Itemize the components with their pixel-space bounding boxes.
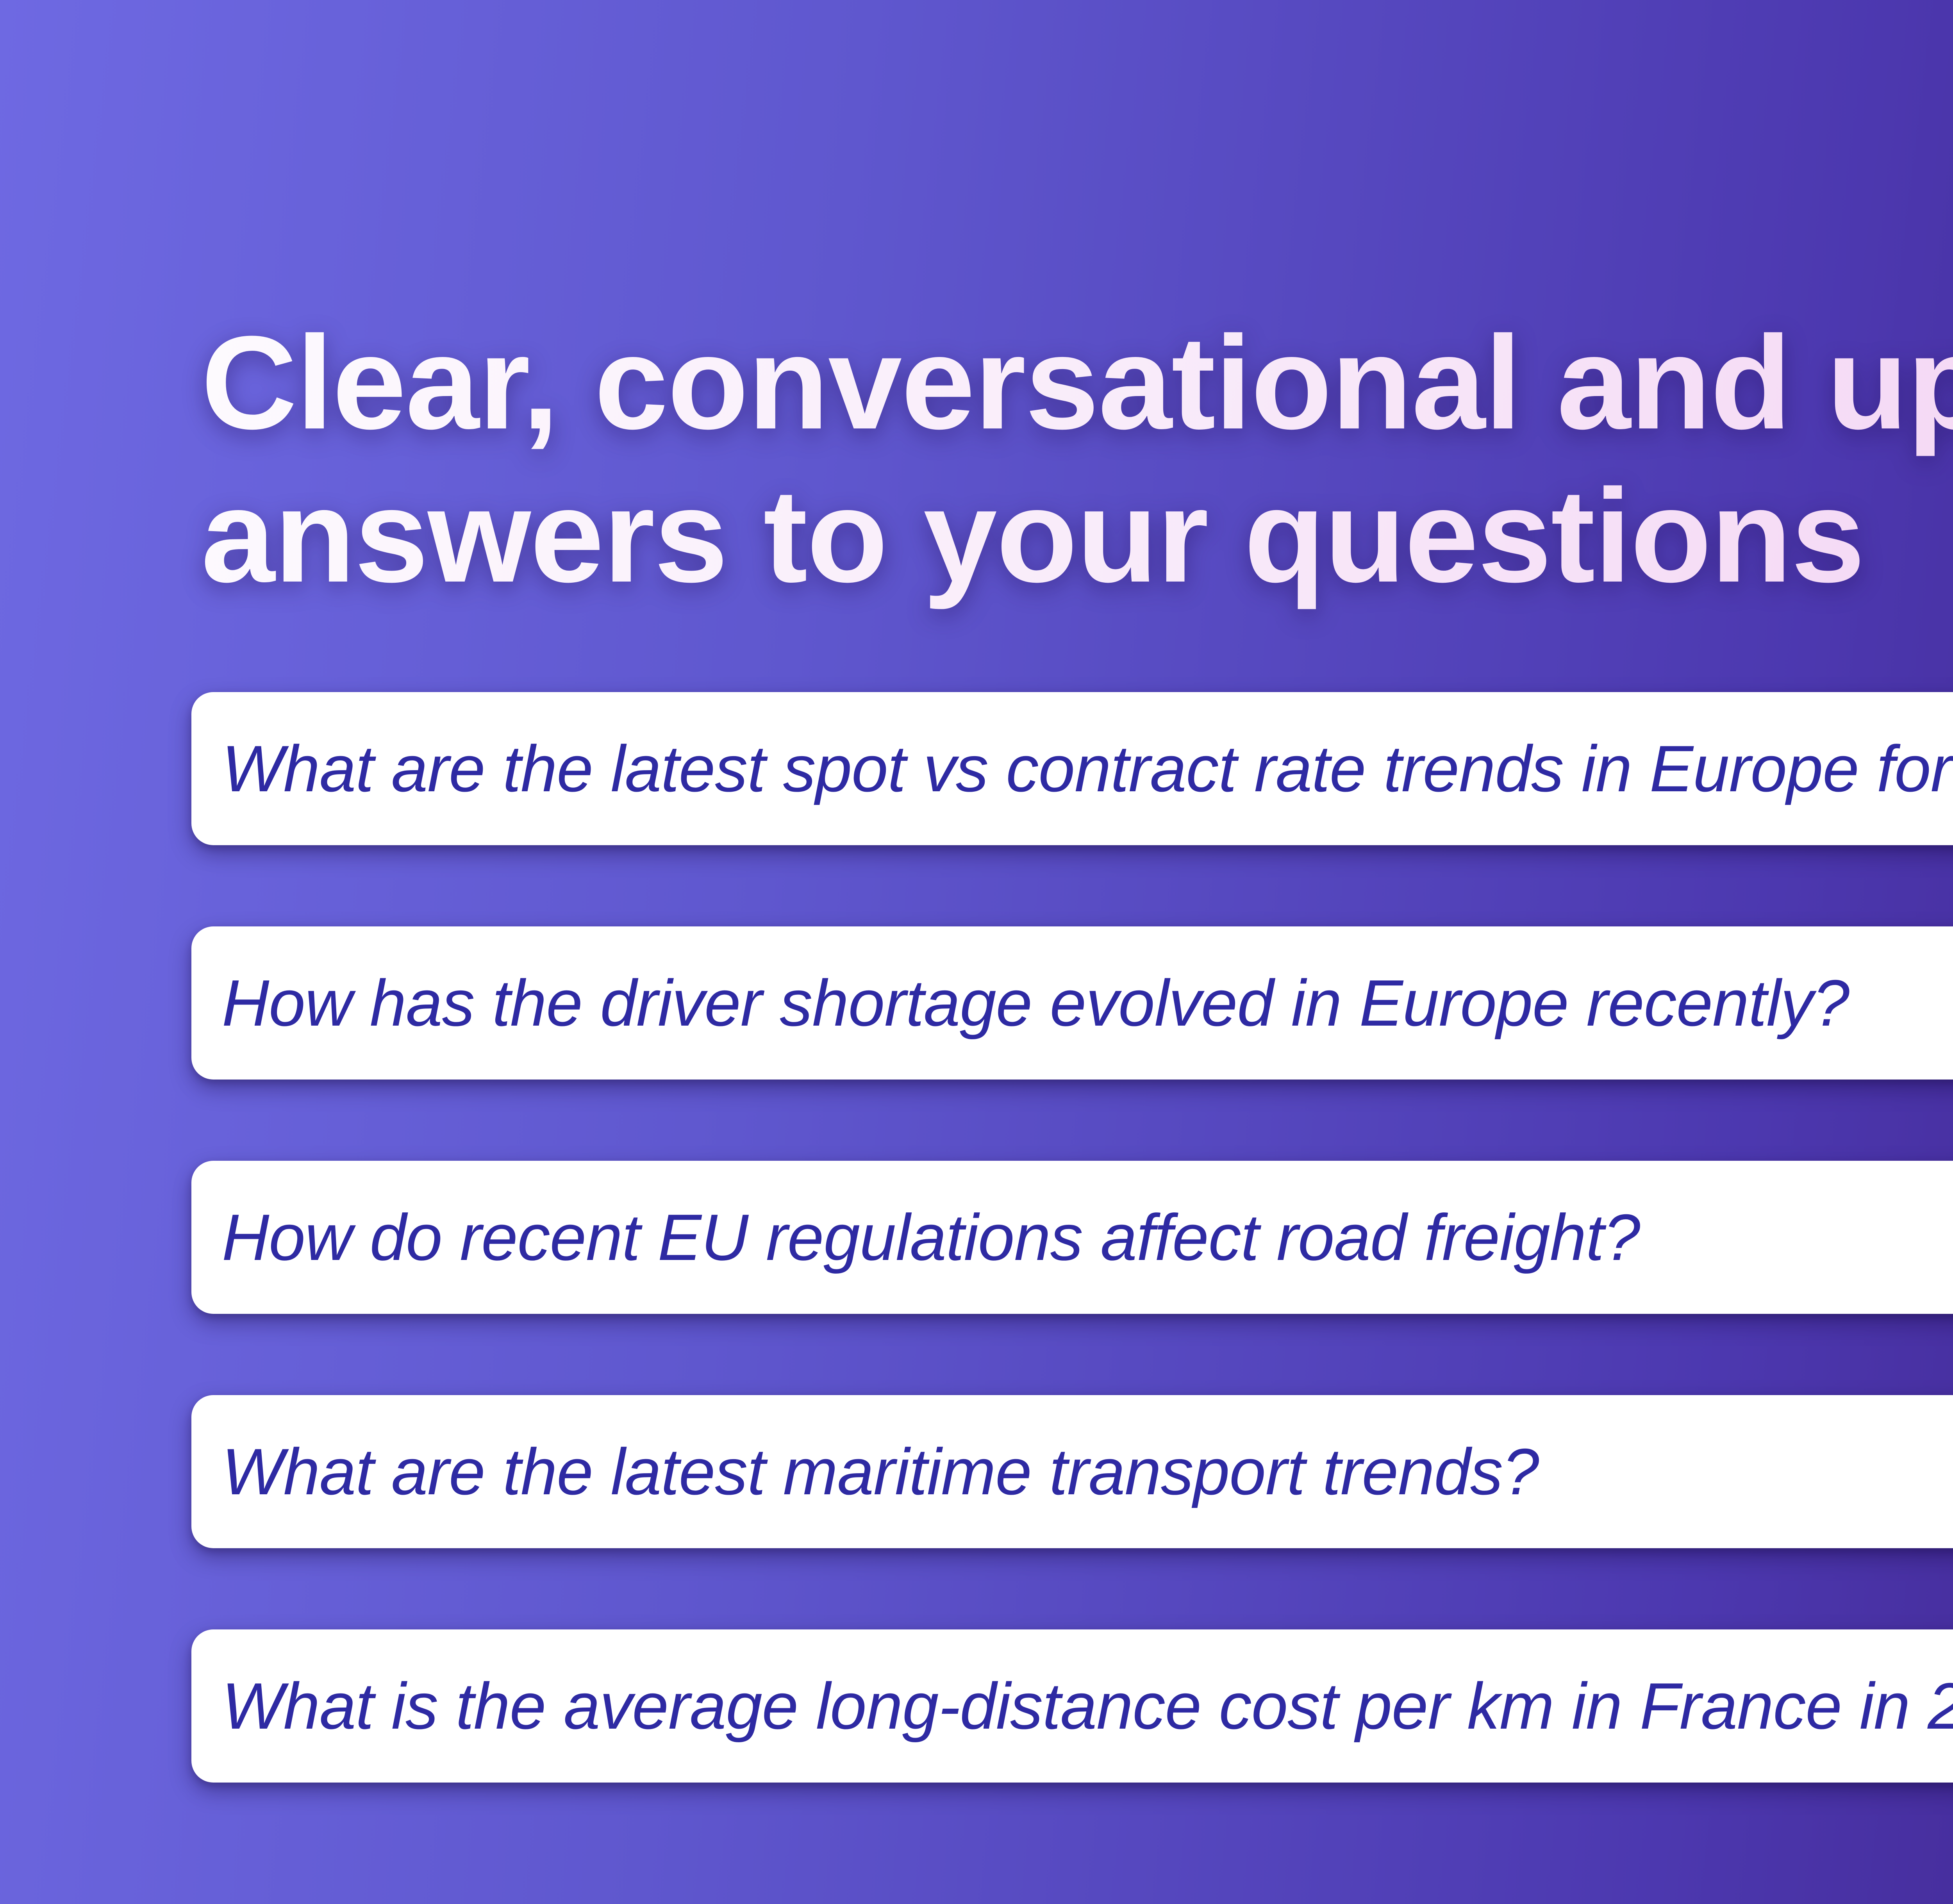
- question-text: How has the driver shortage evolved in E…: [222, 966, 1849, 1040]
- question-card-2[interactable]: How has the driver shortage evolved in E…: [191, 926, 1953, 1080]
- question-list: What are the latest spot vs contract rat…: [191, 692, 1953, 1783]
- question-text: How do recent EU regulations affect road…: [222, 1200, 1640, 1274]
- question-card-3[interactable]: How do recent EU regulations affect road…: [191, 1161, 1953, 1314]
- page-title: Clear, conversational and up-to-dateansw…: [201, 306, 1953, 612]
- heading-line-1: Clear, conversational and up-to-date: [201, 309, 1953, 457]
- heading-line-2: answers to your questions: [201, 462, 1864, 610]
- question-text: What is the average long-distance cost p…: [222, 1669, 1953, 1743]
- question-card-5[interactable]: What is the average long-distance cost p…: [191, 1629, 1953, 1783]
- question-text: What are the latest maritime transport t…: [222, 1435, 1539, 1508]
- question-text: What are the latest spot vs contract rat…: [222, 732, 1953, 805]
- question-card-4[interactable]: What are the latest maritime transport t…: [191, 1395, 1953, 1548]
- question-card-1[interactable]: What are the latest spot vs contract rat…: [191, 692, 1953, 845]
